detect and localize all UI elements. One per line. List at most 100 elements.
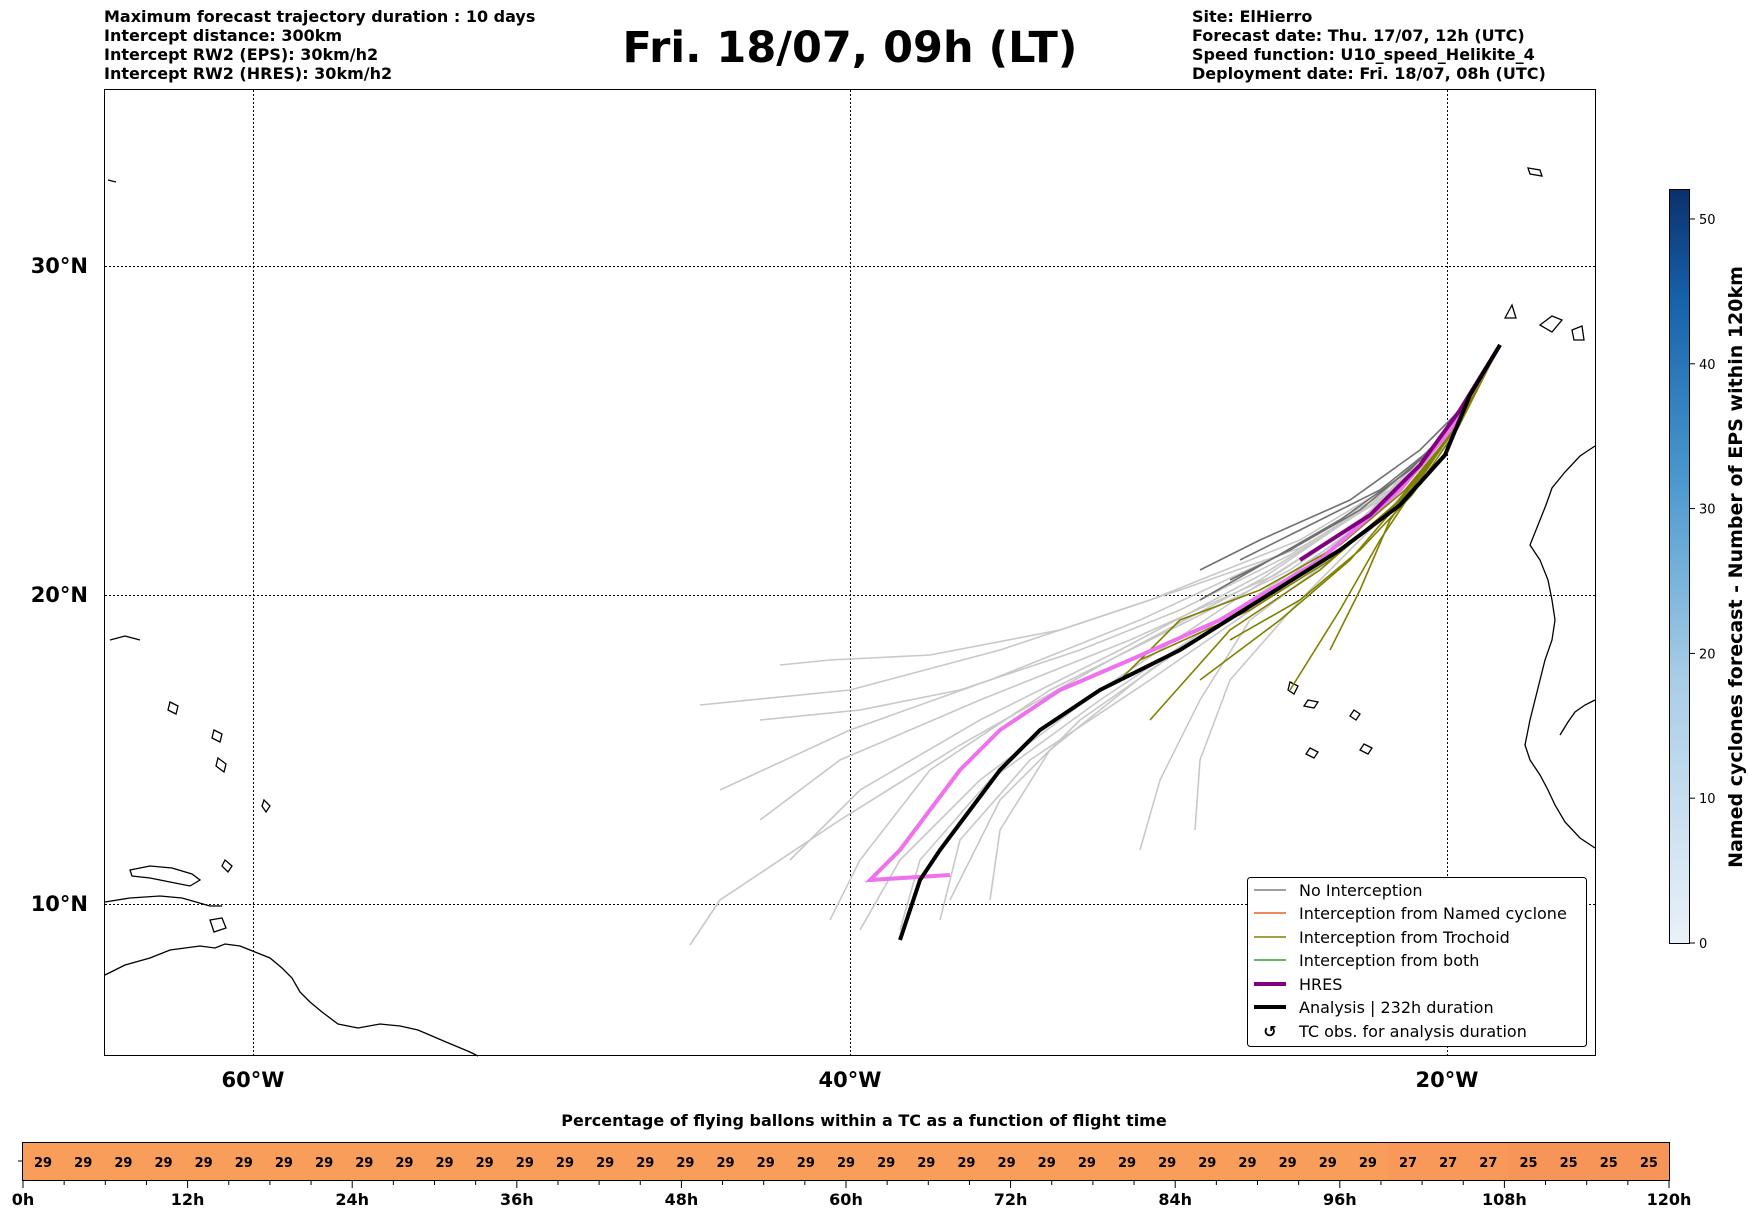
percentage-cell <box>1307 1143 1349 1181</box>
coastline-canary-islands-3 <box>1571 325 1585 341</box>
coastline-antilles-4 <box>261 798 271 814</box>
colorbar-tick-label: 20 <box>1699 647 1716 662</box>
time-tick-label: 12h <box>171 1190 205 1209</box>
colorbar-label: Named cyclones forecast - Number of EPS … <box>1725 266 1747 868</box>
percentage-cell-label: 29 <box>114 1156 132 1171</box>
percentage-cell-label: 25 <box>1640 1156 1658 1171</box>
legend-label-tc-obs: TC obs. for analysis duration <box>1298 1022 1527 1041</box>
percentage-cell <box>1548 1143 1590 1181</box>
colorbar: 0 10 20 30 40 50 Named cyclones forecast - Nu… <box>1669 189 1747 952</box>
percentage-cell <box>1428 1143 1469 1181</box>
percentage-cell-label: 29 <box>837 1156 855 1171</box>
percentage-cell-label: 29 <box>395 1156 413 1171</box>
colorbar-tick-label: 50 <box>1699 213 1716 228</box>
percentage-cell <box>544 1143 586 1181</box>
percentage-cell <box>384 1143 425 1181</box>
percentage-cell-label: 29 <box>797 1156 815 1171</box>
percentage-cell-label: 29 <box>757 1156 775 1171</box>
percentage-cell <box>1267 1143 1309 1181</box>
header-right-line: Deployment date: Fri. 18/07, 08h (UTC) <box>1192 64 1546 83</box>
coastline-madeira <box>1527 167 1543 177</box>
header-left-line: Maximum forecast trajectory duration : 1… <box>104 7 536 26</box>
percentage-cell <box>23 1143 64 1181</box>
coastline-cape-verde-1 <box>1287 681 1299 695</box>
percentage-cell-label: 29 <box>998 1156 1016 1171</box>
coastline-cape-verde-5 <box>1359 743 1373 755</box>
percentage-cell <box>1628 1143 1670 1181</box>
header-left-line: Intercept distance: 300km <box>104 26 343 45</box>
percentage-cell <box>825 1143 867 1181</box>
percentage-cell-label: 25 <box>1560 1156 1578 1171</box>
lon-label-20w: 20°W <box>1416 1068 1479 1092</box>
percentage-cell-label: 29 <box>315 1156 333 1171</box>
percentage-cell <box>625 1143 666 1181</box>
coastlines <box>104 167 1596 1057</box>
percentage-cell-label: 29 <box>1118 1156 1136 1171</box>
time-tick-label: 72h <box>994 1190 1028 1209</box>
percentage-cell-label: 29 <box>435 1156 453 1171</box>
coastline-antilles-6 <box>129 865 202 887</box>
coastline-antilles-3 <box>215 756 227 774</box>
percentage-cell-label: 29 <box>476 1156 494 1171</box>
percentage-cell-label: 27 <box>1439 1156 1457 1171</box>
percentage-cell <box>304 1143 345 1181</box>
colorbar-tick-label: 40 <box>1699 358 1716 373</box>
percentage-cell <box>1508 1143 1550 1181</box>
percentage-cell <box>1227 1143 1269 1181</box>
coastline-africa <box>1524 445 1596 849</box>
coastline-antilles-8 <box>107 179 117 183</box>
coastline-venezuela-coast <box>104 895 222 907</box>
percentage-cell-label: 29 <box>636 1156 654 1171</box>
coastline-canary-islands-1 <box>1503 303 1517 319</box>
legend-box <box>1247 877 1587 1047</box>
legend-label-analysis: Analysis | 232h duration <box>1299 998 1494 1017</box>
percentage-cell-label: 29 <box>1198 1156 1216 1171</box>
percentage-cell <box>1026 1143 1068 1181</box>
header-left-line: Intercept RW2 (HRES): 30km/h2 <box>104 64 393 83</box>
percentage-cell <box>504 1143 546 1181</box>
coastline-antilles-7 <box>109 635 141 641</box>
hres-track <box>864 343 1502 883</box>
percentage-cell-label: 29 <box>1319 1156 1337 1171</box>
bottom-bar-frame <box>22 1142 1670 1181</box>
colorbar-tick-label: 10 <box>1699 792 1716 807</box>
coastline-antilles-2 <box>211 729 223 743</box>
map-title: Fri. 18/07, 09h (LT) <box>622 23 1078 73</box>
bottom-bar-title: Percentage of flying ballons within a TC… <box>561 1111 1167 1130</box>
percentage-cell-label: 29 <box>275 1156 293 1171</box>
time-tick-label: 120h <box>1647 1190 1692 1209</box>
time-tick-label: 24h <box>335 1190 369 1209</box>
percentage-cell-label: 29 <box>717 1156 735 1171</box>
percentage-cell-label: 27 <box>1399 1156 1417 1171</box>
header-right-line: Forecast date: Thu. 17/07, 12h (UTC) <box>1192 26 1525 45</box>
time-tick-label: 84h <box>1158 1190 1192 1209</box>
percentage-cell <box>1387 1143 1429 1181</box>
percentage-cell-label: 29 <box>34 1156 52 1171</box>
percentage-cell-label: 29 <box>235 1156 253 1171</box>
percentage-cell <box>585 1143 626 1181</box>
percentage-cell <box>424 1143 466 1181</box>
tc-obs-icon: ↺ <box>1263 1022 1276 1041</box>
colorbar-tick-label: 30 <box>1699 503 1716 518</box>
percentage-cell-label: 29 <box>957 1156 975 1171</box>
header-right-info: Site: ElHierro Forecast date: Thu. 17/07… <box>1192 7 1546 83</box>
coastline-antilles-5 <box>221 858 233 874</box>
bottom-bar-cells: 29 29 29 29 29 29 29 29 29 29 29 29 29 29 29 29 29 29 29 29… <box>23 1143 1670 1181</box>
coastline-trinidad <box>209 917 227 933</box>
percentage-cell <box>143 1143 185 1181</box>
percentage-cell-label: 29 <box>596 1156 614 1171</box>
percentage-cell-label: 29 <box>1238 1156 1256 1171</box>
time-tick-label: 36h <box>500 1190 534 1209</box>
percentage-cell-label: 29 <box>1359 1156 1377 1171</box>
percentage-cell <box>63 1143 104 1181</box>
time-tick-label: 96h <box>1323 1190 1357 1209</box>
percentage-cell <box>1147 1143 1188 1181</box>
percentage-cell-label: 25 <box>1519 1156 1537 1171</box>
percentage-cell-label: 29 <box>1158 1156 1176 1171</box>
colorbar-ticks: 0 10 20 30 40 50 <box>1690 213 1716 952</box>
lat-label-20n: 20°N <box>31 583 88 607</box>
percentage-cell-label: 29 <box>355 1156 373 1171</box>
coastline-africa-west <box>1559 699 1596 736</box>
header-right-line: Site: ElHierro <box>1192 7 1313 26</box>
